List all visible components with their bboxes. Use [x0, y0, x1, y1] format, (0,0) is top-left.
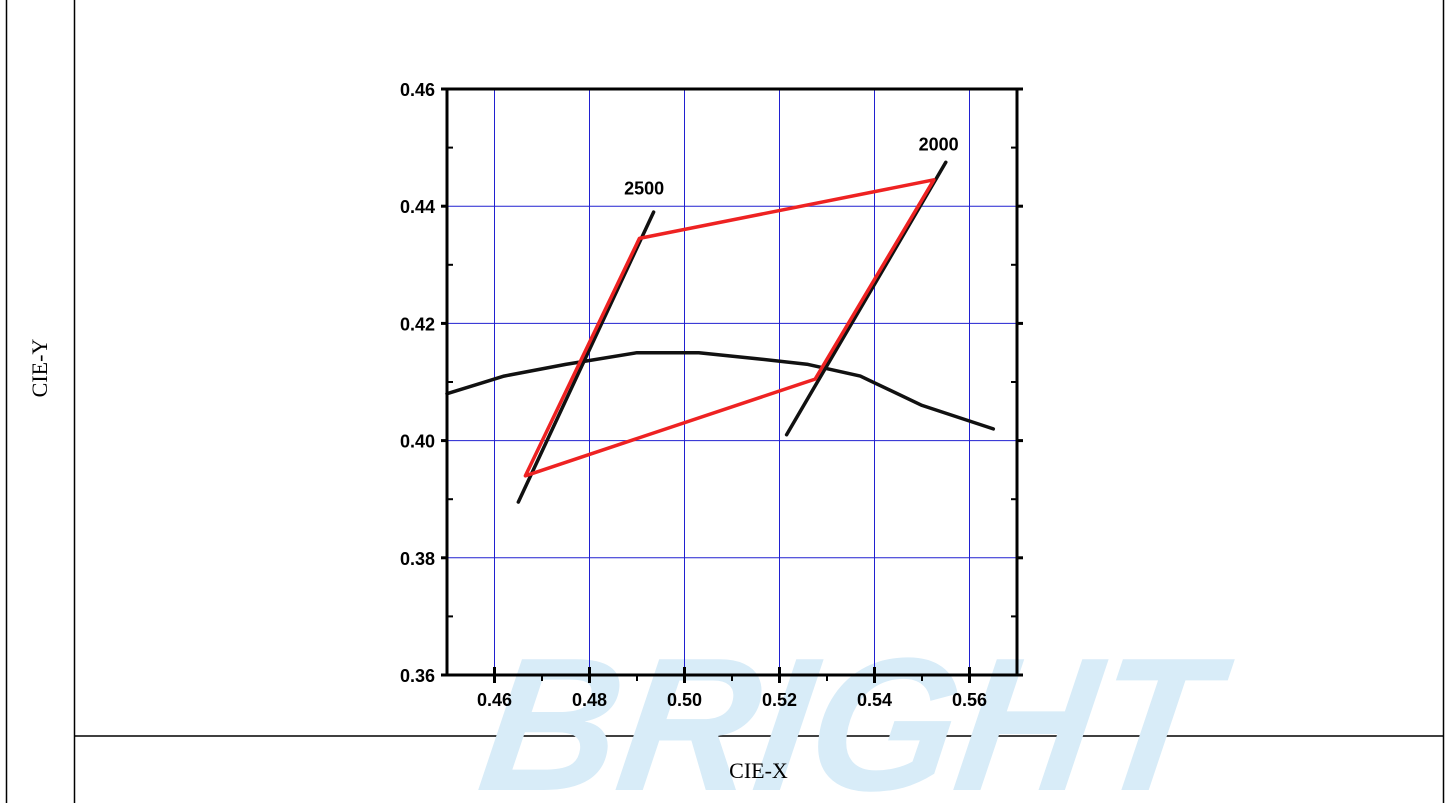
- y-tick-label: 0.36: [400, 666, 435, 686]
- grid: [447, 88, 1017, 676]
- series-line-3: [523, 178, 936, 478]
- isotherm-label-2500: 2500: [624, 178, 664, 198]
- x-tick-label: 0.50: [667, 690, 702, 710]
- tick-labels: 0.46 0.48 0.50 0.52 0.54 0.56 0.36 0.38 0.40 0.42…: [400, 80, 987, 710]
- x-tick-label: 0.52: [762, 690, 797, 710]
- series-line-0: [445, 350, 996, 431]
- x-tick-label: 0.54: [857, 690, 892, 710]
- annotations: 2500 2000: [624, 135, 959, 199]
- series-line-1: [516, 210, 656, 504]
- y-tick-label: 0.44: [400, 197, 435, 217]
- y-tick-label: 0.42: [400, 314, 435, 334]
- x-tick-label: 0.56: [952, 690, 987, 710]
- plot-frame: [445, 87, 1019, 677]
- x-header-cell: CIE-X: [74, 736, 1443, 803]
- axes: [445, 87, 1019, 677]
- isotherm-label-2000: 2000: [919, 135, 959, 155]
- y-tick-label: 0.46: [400, 80, 435, 100]
- x-tick-label: 0.48: [572, 690, 607, 710]
- ticks: [441, 87, 1023, 683]
- y-tick-label: 0.38: [400, 549, 435, 569]
- series-group: [445, 160, 996, 504]
- y-tick-label: 0.40: [400, 432, 435, 452]
- x-header: CIE-X: [729, 758, 788, 783]
- watermark-text: BRIGHT: [469, 619, 1241, 803]
- x-tick-label: 0.46: [477, 690, 512, 710]
